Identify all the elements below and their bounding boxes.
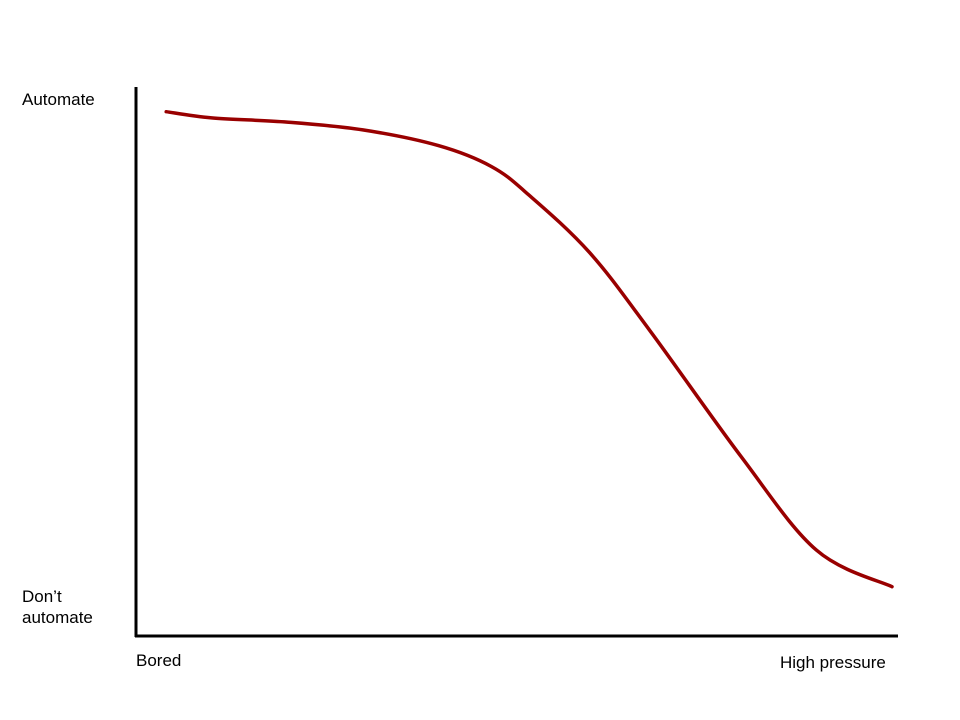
y-axis-bottom-label-line1: Don’t (22, 587, 62, 606)
x-axis-right-label: High pressure (780, 653, 886, 672)
x-axis-left-label: Bored (136, 651, 182, 670)
trend-line (164, 109, 894, 589)
y-axis-bottom-label-line2: automate (22, 608, 93, 627)
y-axis-bottom-label: Don’t automate (22, 586, 93, 628)
y-axis-top-label: Automate (22, 90, 95, 109)
